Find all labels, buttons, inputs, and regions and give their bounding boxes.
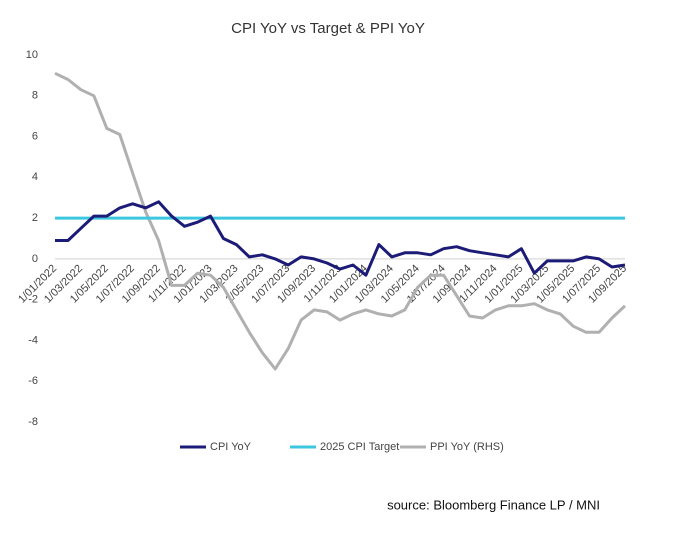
y-tick-label: 8 (32, 90, 38, 102)
chart-title: CPI YoY vs Target & PPI YoY (231, 20, 425, 37)
series-line (55, 200, 626, 277)
series-line (54, 71, 627, 371)
y-tick-label: 2 (32, 212, 38, 224)
y-tick-label: -4 (28, 334, 38, 346)
y-tick-label: -6 (28, 375, 38, 387)
y-tick-label: -8 (28, 416, 38, 428)
y-tick-label: 0 (32, 253, 38, 265)
y-tick-label: 6 (32, 130, 38, 142)
y-tick-label: 10 (26, 49, 38, 61)
y-tick-label: 4 (32, 171, 38, 183)
legend-label: 2025 CPI Target (320, 441, 399, 453)
legend-label: CPI YoY (210, 441, 252, 453)
y-tick-label: -2 (28, 294, 38, 306)
legend-label: PPI YoY (RHS) (430, 441, 504, 453)
source-note: source: Bloomberg Finance LP / MNI (387, 497, 600, 512)
